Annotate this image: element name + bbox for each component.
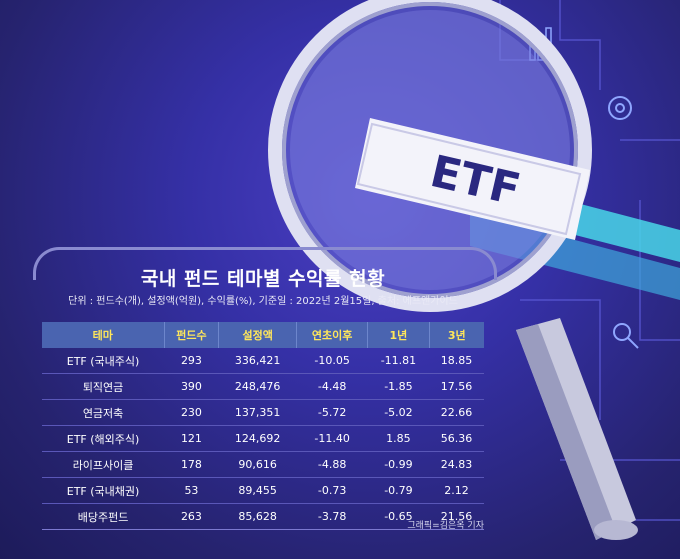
table-row: 연금저축 230 137,351 -5.72 -5.02 22.66 <box>42 399 484 426</box>
table-row: ETF (국내주식) 293 336,421 -10.05 -11.81 18.… <box>42 348 484 374</box>
cell-amount: 124,692 <box>218 425 297 452</box>
magnifier-handle <box>516 318 638 540</box>
cell-amount: 248,476 <box>218 373 297 400</box>
magnifier-lens <box>268 0 592 312</box>
cell-3y: 18.85 <box>429 348 484 374</box>
cell-3y: 17.56 <box>429 373 484 400</box>
cell-ytd: -11.40 <box>296 425 368 452</box>
fund-table: 테마 펀드수 설정액 연초이후 1년 3년 ETF (국내주식) 293 336… <box>42 322 484 530</box>
cell-theme: ETF (국내주식) <box>42 348 165 374</box>
cell-3y: 2.12 <box>429 477 484 504</box>
cell-3y: 56.36 <box>429 425 484 452</box>
cell-amount: 90,616 <box>218 451 297 478</box>
cell-ytd: -3.78 <box>296 503 368 530</box>
cell-ytd: -4.88 <box>296 451 368 478</box>
cell-ytd: -4.48 <box>296 373 368 400</box>
cell-amount: 336,421 <box>218 348 297 374</box>
header-3y: 3년 <box>428 322 484 348</box>
table-row: 퇴직연금 390 248,476 -4.48 -1.85 17.56 <box>42 373 484 400</box>
cell-1y: -0.99 <box>367 451 430 478</box>
cell-3y: 22.66 <box>429 399 484 426</box>
header-amount: 설정액 <box>218 322 297 348</box>
cell-fund-count: 293 <box>164 348 219 374</box>
cell-fund-count: 390 <box>164 373 219 400</box>
cell-ytd: -5.72 <box>296 399 368 426</box>
cell-theme: 연금저축 <box>42 399 165 426</box>
cell-fund-count: 263 <box>164 503 219 530</box>
cell-fund-count: 121 <box>164 425 219 452</box>
cell-amount: 137,351 <box>218 399 297 426</box>
cell-theme: 배당주펀드 <box>42 503 165 530</box>
cell-3y: 24.83 <box>429 451 484 478</box>
header-ytd: 연초이후 <box>296 322 368 348</box>
cell-fund-count: 53 <box>164 477 219 504</box>
cell-fund-count: 178 <box>164 451 219 478</box>
cell-1y: -0.79 <box>367 477 430 504</box>
cell-theme: 퇴직연금 <box>42 373 165 400</box>
cell-3y: 21.56 <box>429 503 484 530</box>
table-header-row: 테마 펀드수 설정액 연초이후 1년 3년 <box>42 322 484 348</box>
cell-1y: -1.85 <box>367 373 430 400</box>
header-1y: 1년 <box>367 322 430 348</box>
table-row: 배당주펀드 263 85,628 -3.78 -0.65 21.56 <box>42 503 484 530</box>
cell-fund-count: 230 <box>164 399 219 426</box>
cell-1y: 1.85 <box>367 425 430 452</box>
header-theme: 테마 <box>42 322 165 348</box>
cell-amount: 89,455 <box>218 477 297 504</box>
cell-theme: 라이프사이클 <box>42 451 165 478</box>
cell-1y: -11.81 <box>367 348 430 374</box>
gear-icon <box>608 96 632 120</box>
cell-1y: -0.65 <box>367 503 430 530</box>
graphic-credit: 그래픽=김은옥 기자 <box>407 521 484 531</box>
cell-amount: 85,628 <box>218 503 297 530</box>
table-row: ETF (국내채권) 53 89,455 -0.73 -0.79 2.12 <box>42 477 484 504</box>
cell-1y: -5.02 <box>367 399 430 426</box>
panel-bracket <box>33 247 497 280</box>
cell-theme: ETF (국내채권) <box>42 477 165 504</box>
cell-ytd: -10.05 <box>296 348 368 374</box>
table-row: 라이프사이클 178 90,616 -4.88 -0.99 24.83 <box>42 451 484 478</box>
subtitle: 단위 : 펀드수(개), 설정액(억원), 수익률(%), 기준일 : 2022… <box>68 296 458 307</box>
header-fund-count: 펀드수 <box>163 322 219 348</box>
search-icon <box>613 323 639 349</box>
table-row: ETF (해외주식) 121 124,692 -11.40 1.85 56.36 <box>42 425 484 452</box>
cell-theme: ETF (해외주식) <box>42 425 165 452</box>
page-title: 국내 펀드 테마별 수익률 현황 <box>140 268 386 290</box>
cell-ytd: -0.73 <box>296 477 368 504</box>
